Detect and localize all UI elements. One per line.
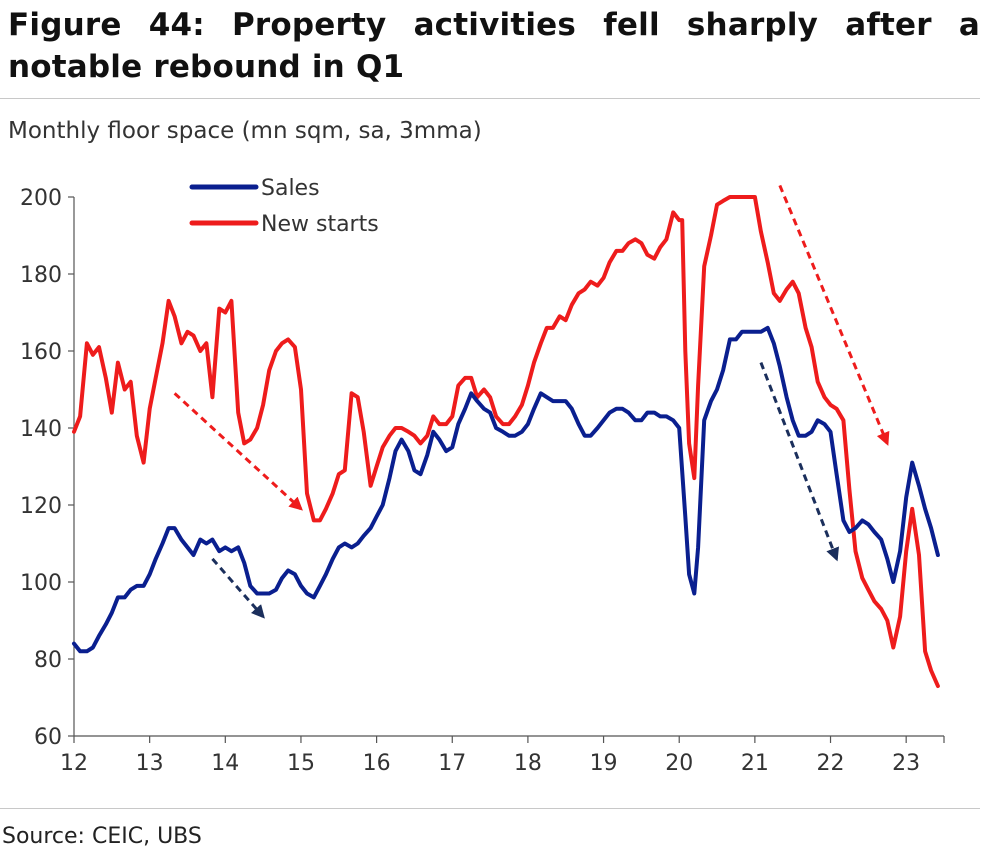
x-tick-label: 13 bbox=[136, 751, 164, 776]
trend-arrow-sales bbox=[759, 362, 839, 562]
y-tick-label: 80 bbox=[34, 648, 62, 673]
y-tick-label: 180 bbox=[20, 263, 62, 288]
trend-arrow-new-starts bbox=[173, 392, 303, 511]
x-tick-label: 18 bbox=[514, 751, 542, 776]
title-divider bbox=[0, 98, 980, 99]
source-note: Source: CEIC, UBS bbox=[2, 824, 202, 849]
x-tick-label: 23 bbox=[892, 751, 920, 776]
y-tick-label: 140 bbox=[20, 417, 62, 442]
y-tick-label: 100 bbox=[20, 571, 62, 596]
figure-title: Figure 44: Property activities fell shar… bbox=[8, 7, 980, 85]
x-tick-label: 15 bbox=[287, 751, 315, 776]
x-tick-label: 21 bbox=[741, 751, 769, 776]
legend: Sales New starts bbox=[189, 176, 379, 237]
trend-arrow-sales bbox=[211, 557, 265, 619]
legend-label: New starts bbox=[261, 212, 379, 237]
y-tick-label: 200 bbox=[20, 186, 62, 211]
legend-label: Sales bbox=[261, 176, 320, 201]
x-tick-label: 14 bbox=[211, 751, 239, 776]
series-line-sales bbox=[72, 325, 940, 654]
x-tick-label: 20 bbox=[665, 751, 693, 776]
y-axis-title: Monthly floor space (mn sqm, sa, 3mma) bbox=[8, 118, 482, 144]
x-tick-label: 22 bbox=[817, 751, 845, 776]
x-tick-label: 12 bbox=[60, 751, 88, 776]
series-line-new-starts bbox=[72, 195, 940, 688]
y-tick-label: 120 bbox=[20, 494, 62, 519]
x-tick-label: 19 bbox=[590, 751, 618, 776]
y-tick-label: 160 bbox=[20, 340, 62, 365]
annotation-layer bbox=[173, 184, 890, 619]
y-tick-label: 60 bbox=[34, 725, 62, 750]
line-chart: 60 80 100 120 140 160 180 200 12 13 14 15 16 17 18 19 20… bbox=[20, 176, 945, 776]
x-tick-label: 16 bbox=[363, 751, 391, 776]
footer-divider bbox=[0, 808, 980, 809]
trend-arrow-new-starts bbox=[778, 184, 890, 446]
x-tick-label: 17 bbox=[438, 751, 466, 776]
series-layer bbox=[72, 195, 940, 688]
